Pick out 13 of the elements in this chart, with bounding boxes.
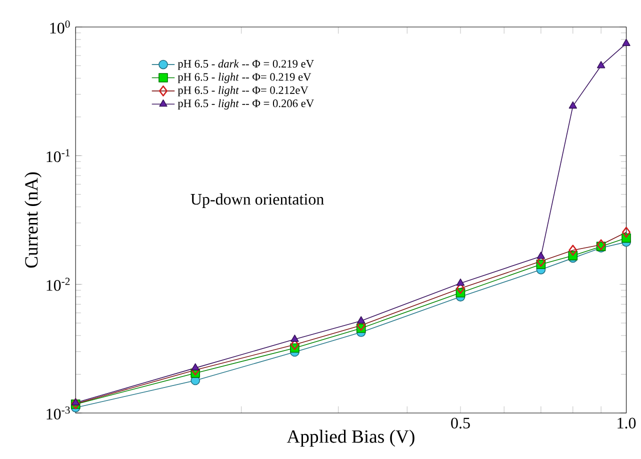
- legend-label: pH 6.5 - dark -- Φ = 0.219 eV: [178, 60, 314, 70]
- legend-label: pH 6.5 - light -- Φ = 0.206 eV: [178, 99, 314, 110]
- y-tick-label: 10$^{-2}$: [46, 278, 70, 291]
- x-tick-label: 0.5: [451, 418, 470, 429]
- x-tick-label: 1.0: [618, 418, 636, 429]
- y-axis-title: Current (nA): [24, 172, 42, 268]
- legend-label: pH 6.5 - light -- Φ= 0.219 eV: [178, 72, 312, 84]
- y-tick-label: 10$^{0}$: [50, 20, 70, 34]
- x-axis-title: Applied Bias (V): [286, 430, 414, 447]
- y-tick-label: 10$^{-1}$: [46, 149, 70, 162]
- y-tick-label: 10$^{-3}$: [46, 406, 70, 420]
- annotation: Up-down orientation: [190, 193, 324, 208]
- legend-label: pH 6.5 - light -- Φ= 0.212eV: [178, 86, 308, 96]
